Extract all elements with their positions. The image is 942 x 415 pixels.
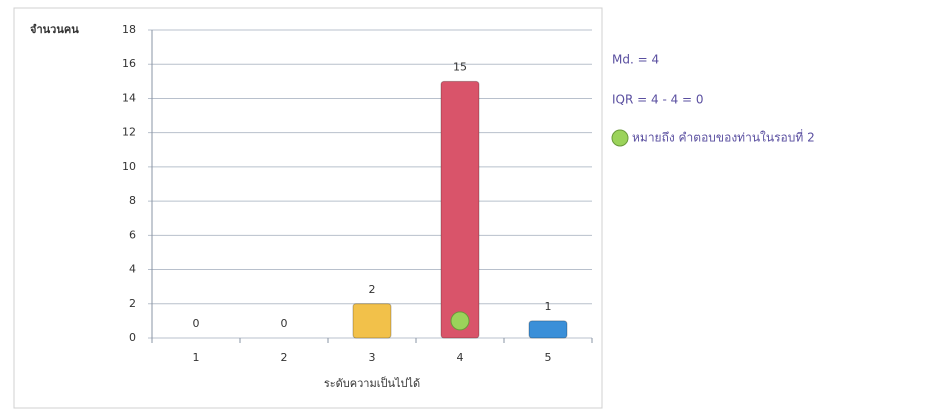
value-label: 15 bbox=[453, 60, 467, 73]
value-label: 0 bbox=[193, 317, 200, 330]
value-label: 2 bbox=[369, 283, 376, 296]
x-tick-label: 4 bbox=[457, 351, 464, 364]
y-tick-label: 18 bbox=[122, 23, 136, 36]
y-tick-label: 10 bbox=[122, 160, 136, 173]
bar bbox=[440, 80, 480, 339]
y-axis-label: จำนวนคน bbox=[30, 23, 79, 36]
x-tick-label: 1 bbox=[193, 351, 200, 364]
chart-frame bbox=[13, 7, 603, 409]
y-tick-label: 0 bbox=[129, 331, 136, 344]
y-tick-label: 4 bbox=[129, 263, 136, 276]
iqr-note: IQR = 4 - 4 = 0 bbox=[612, 93, 704, 107]
y-tick-label: 12 bbox=[122, 126, 136, 139]
value-label: 0 bbox=[281, 317, 288, 330]
y-tick-label: 6 bbox=[129, 228, 136, 241]
bar bbox=[352, 303, 392, 339]
y-tick-label: 2 bbox=[129, 297, 136, 310]
y-tick-label: 8 bbox=[129, 194, 136, 207]
answer-marker bbox=[450, 311, 470, 331]
y-tick-label: 16 bbox=[122, 57, 136, 70]
median-note: Md. = 4 bbox=[612, 53, 659, 67]
bar bbox=[528, 320, 568, 339]
y-tick-label: 14 bbox=[122, 91, 136, 104]
x-axis-label: ระดับความเป็นไปได้ bbox=[324, 376, 420, 390]
value-label: 1 bbox=[545, 300, 552, 313]
legend-marker bbox=[611, 129, 629, 147]
x-tick-label: 5 bbox=[545, 351, 552, 364]
x-tick-label: 3 bbox=[369, 351, 376, 364]
x-tick-label: 2 bbox=[281, 351, 288, 364]
legend-label: หมายถึง คำตอบของท่านในรอบที่ 2 bbox=[632, 129, 815, 145]
